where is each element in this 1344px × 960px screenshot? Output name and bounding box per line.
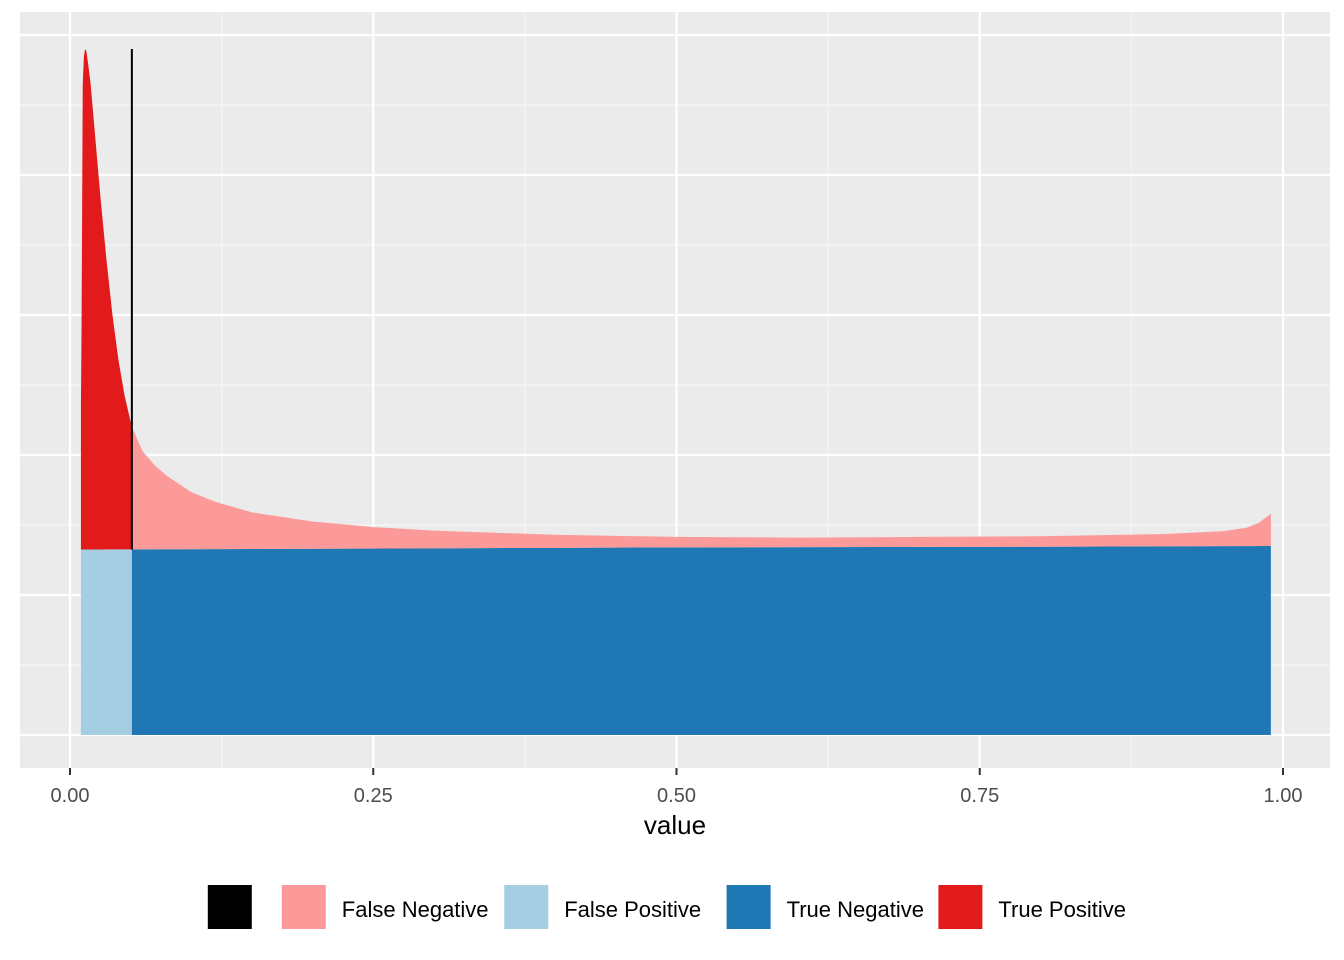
- x-axis-ticks: [69, 768, 1284, 775]
- legend-label-true-negative: True Negative: [787, 897, 924, 922]
- x-tick-label: 0.00: [51, 785, 90, 807]
- x-tick-label: 0.50: [657, 785, 696, 807]
- x-axis-tick-labels: 0.00 0.25 0.50 0.75 1.00: [51, 785, 1303, 807]
- legend: False Negative False Positive True Negativ…: [207, 885, 1126, 929]
- legend-key-false-negative: [281, 885, 326, 929]
- legend-key-threshold: [207, 885, 252, 929]
- area-false-positive: [80, 549, 132, 735]
- legend-label-true-positive: True Positive: [998, 897, 1126, 922]
- x-axis-title: value: [644, 810, 706, 840]
- x-tick-label: 0.75: [960, 785, 999, 807]
- x-tick-label: 1.00: [1264, 785, 1303, 807]
- legend-key-false-positive: [504, 885, 549, 929]
- area-false-negative: [131, 427, 1271, 550]
- area-true-negative: [131, 546, 1271, 735]
- x-tick-label: 0.25: [354, 785, 393, 807]
- grid-minor: [20, 12, 1330, 768]
- legend-label-false-positive: False Positive: [564, 897, 701, 922]
- series: [80, 49, 1271, 735]
- legend-key-true-negative: [726, 885, 771, 929]
- legend-key-true-positive: [938, 885, 983, 929]
- area-true-positive: [80, 49, 132, 550]
- legend-label-false-negative: False Negative: [342, 897, 489, 922]
